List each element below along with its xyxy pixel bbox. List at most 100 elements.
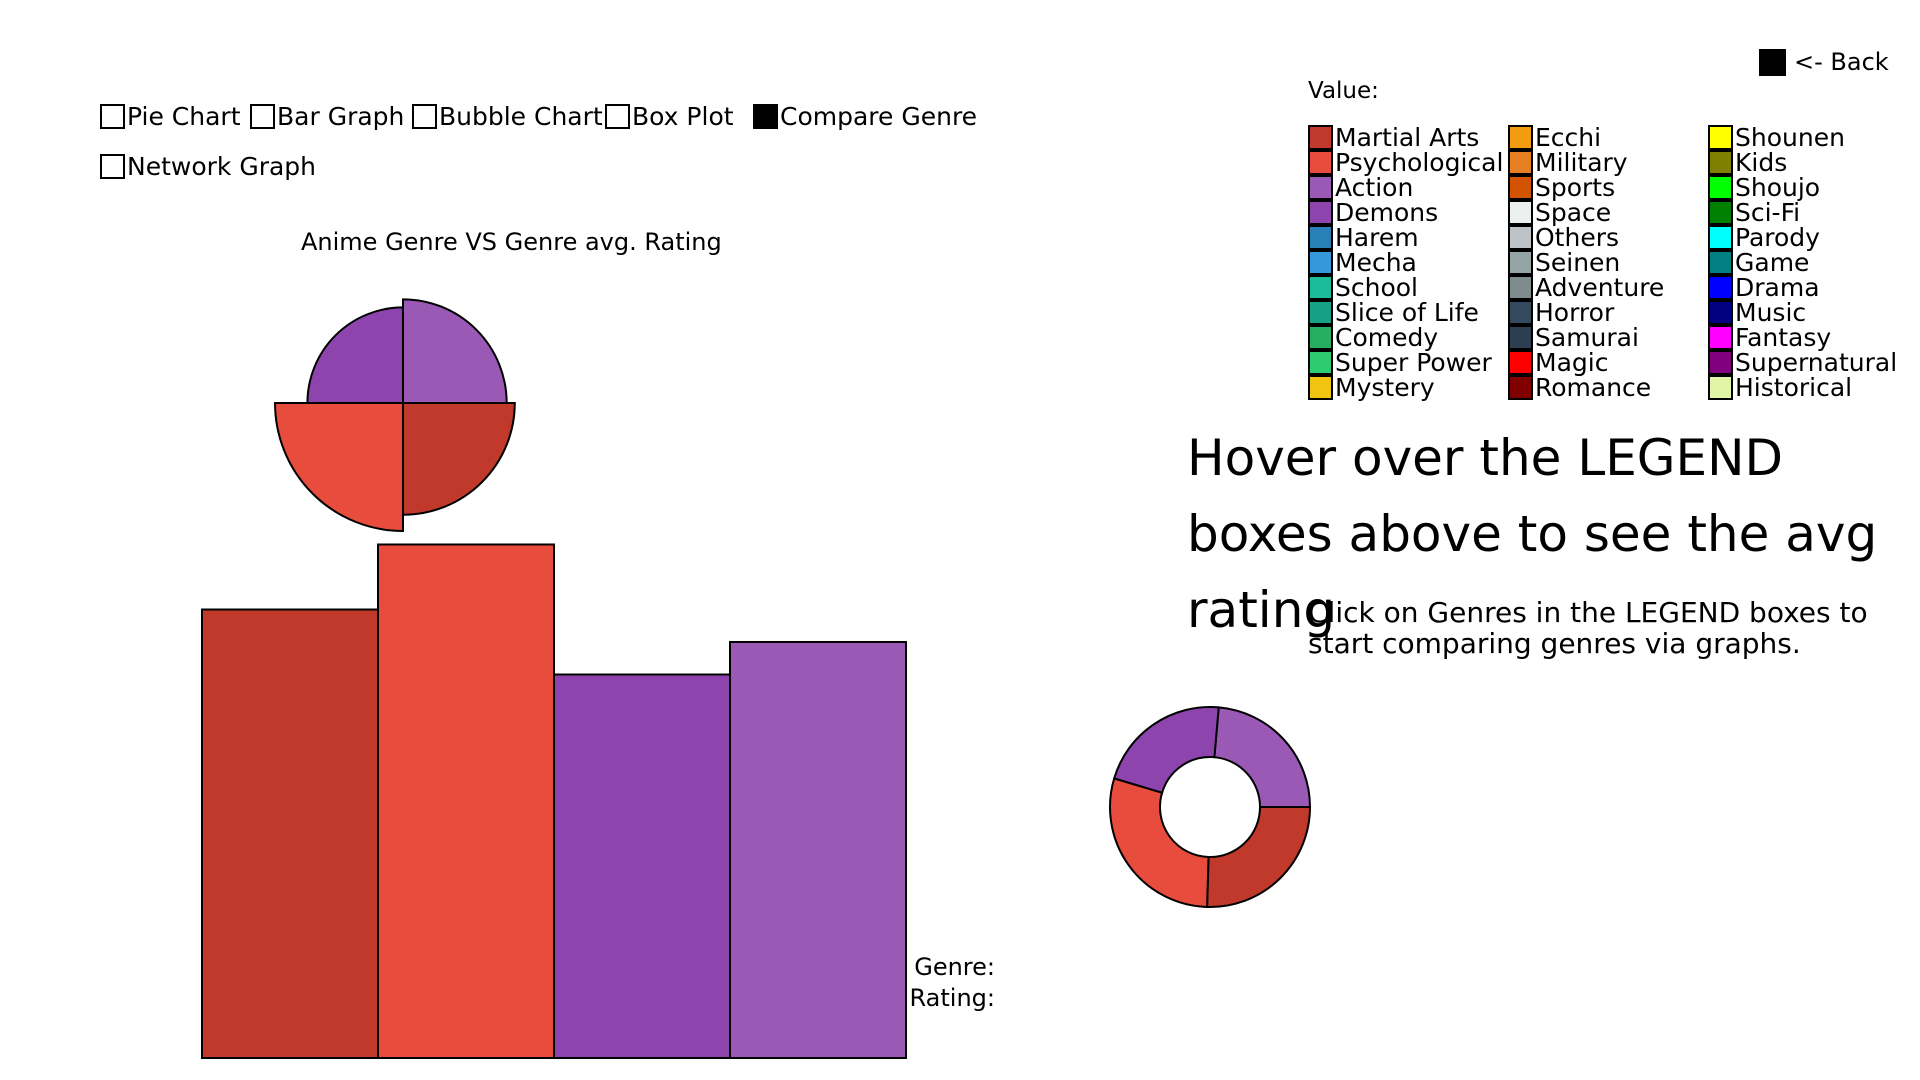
rose-slice-martial-arts[interactable] xyxy=(402,402,516,516)
legend-item-shounen[interactable]: Shounen xyxy=(1708,123,1897,152)
legend-item-music[interactable]: Music xyxy=(1708,298,1897,327)
legend-swatch[interactable] xyxy=(1308,300,1333,325)
legend-item-horror[interactable]: Horror xyxy=(1508,298,1664,327)
compare-genre-checkbox[interactable]: Compare Genre xyxy=(753,102,977,131)
legend-item-fantasy[interactable]: Fantasy xyxy=(1708,323,1897,352)
legend-label: Shounen xyxy=(1735,123,1845,152)
legend-item-romance[interactable]: Romance xyxy=(1508,373,1664,402)
legend-swatch[interactable] xyxy=(1308,225,1333,250)
legend-swatch[interactable] xyxy=(1508,125,1533,150)
legend-item-super-power[interactable]: Super Power xyxy=(1308,348,1503,377)
legend-swatch[interactable] xyxy=(1708,325,1733,350)
legend-label: Historical xyxy=(1735,373,1853,402)
legend-item-demons[interactable]: Demons xyxy=(1308,198,1503,227)
legend-swatch[interactable] xyxy=(1508,275,1533,300)
legend-item-shoujo[interactable]: Shoujo xyxy=(1708,173,1897,202)
legend-item-mecha[interactable]: Mecha xyxy=(1308,248,1503,277)
legend-item-harem[interactable]: Harem xyxy=(1308,223,1503,252)
legend-swatch[interactable] xyxy=(1508,300,1533,325)
legend-item-samurai[interactable]: Samurai xyxy=(1508,323,1664,352)
bubble-chart-checkbox-label: Bubble Chart xyxy=(439,102,603,131)
legend-swatch[interactable] xyxy=(1308,175,1333,200)
legend-item-mystery[interactable]: Mystery xyxy=(1308,373,1503,402)
legend-swatch[interactable] xyxy=(1308,150,1333,175)
bar-action[interactable] xyxy=(729,641,907,1059)
legend-swatch[interactable] xyxy=(1708,125,1733,150)
rose-slice-action[interactable] xyxy=(402,298,508,404)
legend-swatch[interactable] xyxy=(1708,175,1733,200)
legend-item-space[interactable]: Space xyxy=(1508,198,1664,227)
donut-slice-psychological[interactable] xyxy=(1109,777,1210,908)
legend-swatch[interactable] xyxy=(1508,150,1533,175)
legend-item-adventure[interactable]: Adventure xyxy=(1508,273,1665,302)
legend-swatch[interactable] xyxy=(1508,375,1533,400)
bubble-chart-checkbox[interactable]: Bubble Chart xyxy=(412,102,603,131)
legend-swatch[interactable] xyxy=(1708,225,1733,250)
bar-martial-arts[interactable] xyxy=(201,608,379,1059)
legend-item-psychological[interactable]: Psychological xyxy=(1308,148,1504,177)
donut-slice-action[interactable] xyxy=(1213,706,1312,809)
legend-swatch[interactable] xyxy=(1308,125,1333,150)
legend-item-ecchi[interactable]: Ecchi xyxy=(1508,123,1664,152)
back-button[interactable]: <- Back xyxy=(1759,48,1889,76)
legend-item-military[interactable]: Military xyxy=(1508,148,1664,177)
legend-swatch[interactable] xyxy=(1708,150,1733,175)
legend-item-magic[interactable]: Magic xyxy=(1508,348,1664,377)
legend-item-school[interactable]: School xyxy=(1308,273,1503,302)
donut-slice-martial-arts[interactable] xyxy=(1206,806,1312,908)
legend-label: Adventure xyxy=(1535,273,1665,302)
legend-label: Demons xyxy=(1335,198,1439,227)
legend-swatch[interactable] xyxy=(1508,325,1533,350)
rose-slice-demons[interactable] xyxy=(306,306,404,404)
bar-demons[interactable] xyxy=(553,673,731,1059)
legend-swatch[interactable] xyxy=(1308,275,1333,300)
legend-item-sci-fi[interactable]: Sci-Fi xyxy=(1708,198,1897,227)
legend-label: Slice of Life xyxy=(1335,298,1479,327)
legend-swatch[interactable] xyxy=(1708,200,1733,225)
legend-label: Psychological xyxy=(1335,148,1504,177)
legend-label: Super Power xyxy=(1335,348,1492,377)
legend-title: Value: xyxy=(1308,78,1379,104)
donut-slice-demons[interactable] xyxy=(1112,706,1220,794)
legend-item-supernatural[interactable]: Supernatural xyxy=(1708,348,1898,377)
bar-graph-checkbox-box xyxy=(250,104,275,129)
legend-item-historical[interactable]: Historical xyxy=(1708,373,1897,402)
network-graph-checkbox[interactable]: Network Graph xyxy=(100,152,316,181)
legend-item-game[interactable]: Game xyxy=(1708,248,1897,277)
legend-item-martial-arts[interactable]: Martial Arts xyxy=(1308,123,1503,152)
legend-label: Supernatural xyxy=(1735,348,1898,377)
legend-item-kids[interactable]: Kids xyxy=(1708,148,1897,177)
legend-swatch[interactable] xyxy=(1508,175,1533,200)
legend-swatch[interactable] xyxy=(1308,200,1333,225)
legend-item-seinen[interactable]: Seinen xyxy=(1508,248,1664,277)
legend-swatch[interactable] xyxy=(1308,250,1333,275)
box-plot-checkbox[interactable]: Box Plot xyxy=(605,102,734,131)
bar-graph-checkbox[interactable]: Bar Graph xyxy=(250,102,404,131)
legend-swatch[interactable] xyxy=(1508,200,1533,225)
back-square-icon xyxy=(1759,48,1786,76)
legend-swatch[interactable] xyxy=(1508,225,1533,250)
legend-swatch[interactable] xyxy=(1708,275,1733,300)
legend-swatch[interactable] xyxy=(1708,350,1733,375)
legend-swatch[interactable] xyxy=(1708,375,1733,400)
legend-swatch[interactable] xyxy=(1708,250,1733,275)
legend-swatch[interactable] xyxy=(1308,375,1333,400)
legend-item-drama[interactable]: Drama xyxy=(1708,273,1897,302)
legend-item-sports[interactable]: Sports xyxy=(1508,173,1664,202)
rose-pie-chart xyxy=(274,298,516,532)
legend-item-slice-of-life[interactable]: Slice of Life xyxy=(1308,298,1503,327)
click-hint-text: Click on Genres in the LEGEND boxes to s… xyxy=(1308,596,1868,660)
legend-swatch[interactable] xyxy=(1308,325,1333,350)
legend-label: Comedy xyxy=(1335,323,1439,352)
legend-item-others[interactable]: Others xyxy=(1508,223,1664,252)
legend-swatch[interactable] xyxy=(1708,300,1733,325)
legend-swatch[interactable] xyxy=(1508,250,1533,275)
legend-item-action[interactable]: Action xyxy=(1308,173,1503,202)
legend-swatch[interactable] xyxy=(1508,350,1533,375)
rose-slice-psychological[interactable] xyxy=(274,402,404,532)
pie-chart-checkbox[interactable]: Pie Chart xyxy=(100,102,241,131)
legend-swatch[interactable] xyxy=(1308,350,1333,375)
legend-item-comedy[interactable]: Comedy xyxy=(1308,323,1503,352)
legend-item-parody[interactable]: Parody xyxy=(1708,223,1897,252)
bar-psychological[interactable] xyxy=(377,543,555,1059)
